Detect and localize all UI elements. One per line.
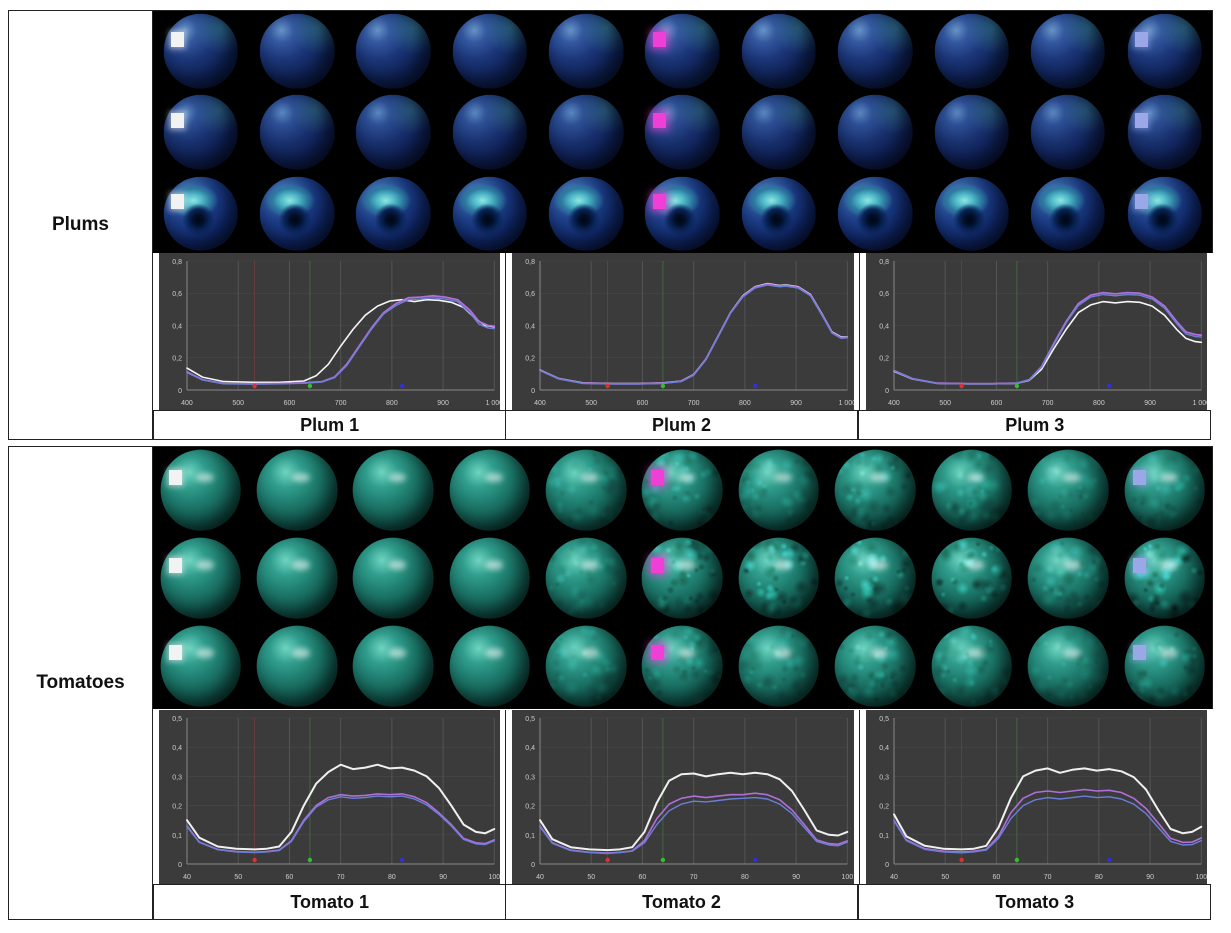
svg-text:0: 0: [885, 862, 889, 869]
svg-text:1 000: 1 000: [1192, 400, 1207, 407]
svg-text:0,3: 0,3: [172, 774, 182, 781]
svg-text:600: 600: [284, 400, 296, 407]
svg-text:0: 0: [531, 862, 535, 869]
svg-text:0: 0: [178, 388, 182, 395]
svg-text:70: 70: [690, 874, 698, 881]
svg-text:0,1: 0,1: [879, 833, 889, 840]
svg-text:1 000: 1 000: [486, 400, 501, 407]
svg-text:70: 70: [337, 874, 345, 881]
svg-text:400: 400: [888, 400, 900, 407]
svg-text:50: 50: [941, 874, 949, 881]
svg-text:0,6: 0,6: [172, 291, 182, 298]
svg-text:40: 40: [536, 874, 544, 881]
svg-text:600: 600: [990, 400, 1002, 407]
svg-text:700: 700: [688, 400, 700, 407]
svg-text:0,2: 0,2: [526, 356, 536, 363]
svg-text:90: 90: [439, 874, 447, 881]
svg-text:0,4: 0,4: [172, 324, 182, 331]
svg-text:0,8: 0,8: [879, 259, 889, 266]
svg-text:800: 800: [386, 400, 398, 407]
svg-text:100: 100: [1195, 874, 1207, 881]
svg-text:0,4: 0,4: [526, 324, 536, 331]
svg-text:0,2: 0,2: [526, 804, 536, 811]
svg-text:0,5: 0,5: [879, 716, 889, 723]
svg-text:0,8: 0,8: [172, 259, 182, 266]
svg-text:1 000: 1 000: [839, 400, 854, 407]
svg-text:0,4: 0,4: [526, 745, 536, 752]
svg-text:0,4: 0,4: [879, 324, 889, 331]
svg-text:0,6: 0,6: [526, 291, 536, 298]
svg-text:700: 700: [1041, 400, 1053, 407]
svg-text:0,3: 0,3: [526, 774, 536, 781]
svg-text:0: 0: [178, 862, 182, 869]
svg-text:100: 100: [842, 874, 854, 881]
svg-text:60: 60: [639, 874, 647, 881]
svg-text:40: 40: [890, 874, 898, 881]
svg-text:700: 700: [335, 400, 347, 407]
svg-text:0,2: 0,2: [879, 356, 889, 363]
svg-text:0: 0: [531, 388, 535, 395]
svg-text:600: 600: [637, 400, 649, 407]
svg-text:0,2: 0,2: [172, 804, 182, 811]
svg-text:0,2: 0,2: [172, 356, 182, 363]
svg-text:70: 70: [1043, 874, 1051, 881]
svg-text:0,3: 0,3: [879, 774, 889, 781]
svg-text:80: 80: [388, 874, 396, 881]
svg-text:0,1: 0,1: [526, 833, 536, 840]
svg-text:100: 100: [489, 874, 501, 881]
svg-text:900: 900: [791, 400, 803, 407]
svg-text:400: 400: [181, 400, 193, 407]
svg-text:0: 0: [885, 388, 889, 395]
svg-text:0,8: 0,8: [526, 259, 536, 266]
svg-text:800: 800: [1093, 400, 1105, 407]
svg-text:500: 500: [939, 400, 951, 407]
svg-text:80: 80: [741, 874, 749, 881]
svg-text:40: 40: [183, 874, 191, 881]
svg-text:90: 90: [1146, 874, 1154, 881]
svg-text:800: 800: [739, 400, 751, 407]
svg-text:900: 900: [1144, 400, 1156, 407]
svg-text:60: 60: [992, 874, 1000, 881]
svg-text:60: 60: [286, 874, 294, 881]
svg-text:0,1: 0,1: [172, 833, 182, 840]
svg-text:0,4: 0,4: [879, 745, 889, 752]
svg-text:0,5: 0,5: [526, 716, 536, 723]
svg-text:80: 80: [1095, 874, 1103, 881]
svg-text:900: 900: [437, 400, 449, 407]
svg-text:400: 400: [534, 400, 546, 407]
svg-text:50: 50: [234, 874, 242, 881]
svg-text:0,4: 0,4: [172, 745, 182, 752]
svg-text:50: 50: [588, 874, 596, 881]
svg-text:90: 90: [793, 874, 801, 881]
svg-text:500: 500: [232, 400, 244, 407]
svg-text:0,5: 0,5: [172, 716, 182, 723]
svg-text:500: 500: [586, 400, 598, 407]
svg-text:0,6: 0,6: [879, 291, 889, 298]
svg-text:0,2: 0,2: [879, 804, 889, 811]
